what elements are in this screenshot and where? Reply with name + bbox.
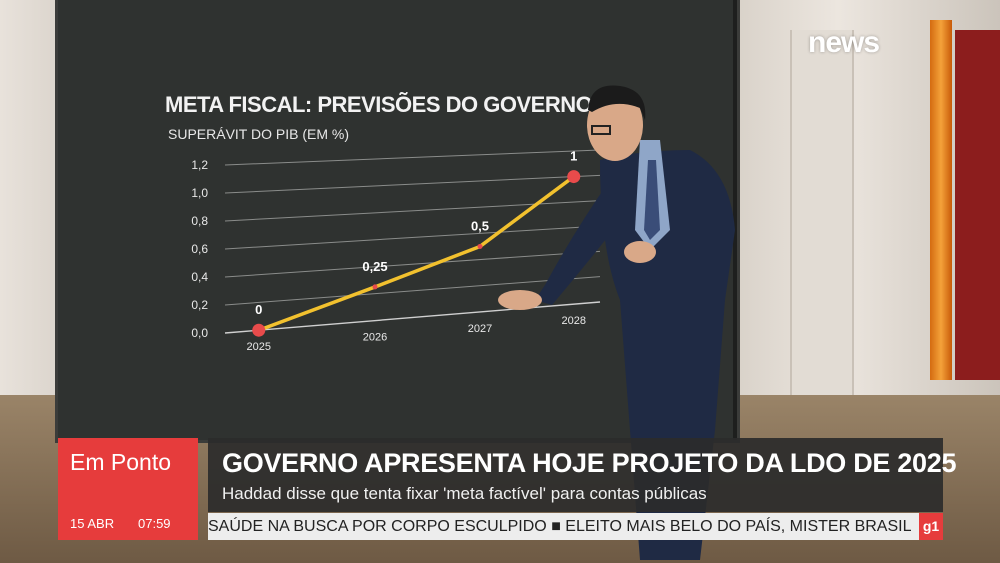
data-point xyxy=(567,170,581,184)
gridline xyxy=(224,250,601,278)
data-point xyxy=(477,243,483,249)
x-tick-label: 2027 xyxy=(468,323,492,335)
data-point xyxy=(372,284,378,290)
program-box: Em Ponto 15 ABR 07:59 xyxy=(58,438,198,540)
y-tick-label: 0,4 xyxy=(191,270,208,284)
y-tick-label: 0,2 xyxy=(191,298,208,312)
program-date: 15 ABR xyxy=(70,516,115,531)
ticker-text: SAÚDE NA BUSCA POR CORPO ESCULPIDO ■ ELE… xyxy=(208,518,912,535)
gridline xyxy=(224,149,601,166)
headline-box: GOVERNO APRESENTA HOJE PROJETO DA LDO DE… xyxy=(208,438,956,512)
gridline xyxy=(224,225,601,250)
y-tick-label: 0,0 xyxy=(191,326,208,340)
chart-subtitle: SUPERÁVIT DO PIB (EM %) xyxy=(168,126,349,142)
program-time: 07:59 xyxy=(138,516,171,531)
data-label: 0,5 xyxy=(471,218,489,233)
logo-text: news xyxy=(808,26,880,59)
news-logo: news xyxy=(808,26,880,60)
x-tick-label: 2025 xyxy=(247,341,271,353)
x-tick-label: 2026 xyxy=(363,332,387,344)
program-name: Em Ponto xyxy=(70,449,171,475)
gridline xyxy=(224,301,601,334)
studio-light-strip xyxy=(930,20,952,380)
studio-red-panel xyxy=(955,30,1000,380)
y-tick-label: 0,8 xyxy=(191,214,208,228)
x-tick-label: 2028 xyxy=(562,315,586,327)
y-tick-label: 1,2 xyxy=(191,158,208,172)
series-line xyxy=(258,175,575,332)
data-label: 1 xyxy=(570,149,577,164)
y-tick-label: 0,6 xyxy=(191,242,208,256)
data-label: 0,25 xyxy=(362,259,387,274)
news-ticker: SAÚDE NA BUSCA POR CORPO ESCULPIDO ■ ELE… xyxy=(208,513,919,540)
subheadline: Haddad disse que tenta fixar 'meta factí… xyxy=(222,484,707,503)
gridline xyxy=(224,174,601,194)
headline: GOVERNO APRESENTA HOJE PROJETO DA LDO DE… xyxy=(222,448,957,478)
y-tick-label: 1,0 xyxy=(191,186,208,200)
data-point xyxy=(252,323,266,337)
g1-logo: g1 xyxy=(919,513,943,540)
studio-pillar xyxy=(790,30,854,410)
gridline xyxy=(224,276,601,306)
chart-title: META FISCAL: PREVISÕES DO GOVERNO F xyxy=(165,92,611,117)
data-label: 0 xyxy=(255,302,262,317)
